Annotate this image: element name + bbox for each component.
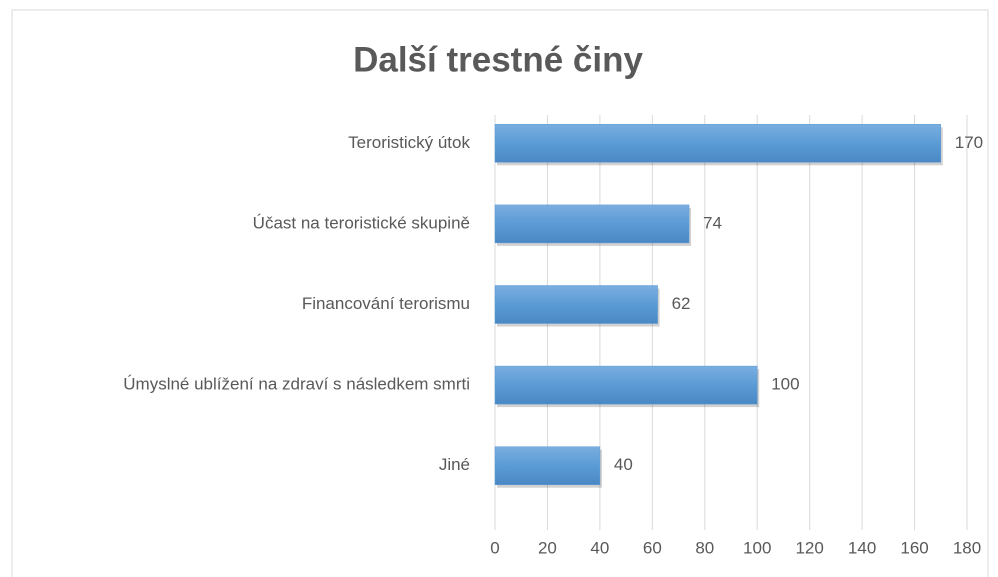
- x-tick-label: 40: [590, 538, 609, 557]
- data-label: 40: [614, 455, 633, 474]
- x-tick-label: 100: [743, 538, 771, 557]
- x-tick-label: 180: [953, 538, 981, 557]
- bar: [494, 204, 690, 244]
- data-label: 62: [672, 294, 691, 313]
- x-tick-label: 60: [643, 538, 662, 557]
- x-tick-label: 140: [848, 538, 876, 557]
- data-label: 100: [771, 375, 799, 394]
- bar: [494, 365, 758, 405]
- y-tick-label: Financování terorismu: [302, 294, 470, 313]
- x-tick-label: 0: [490, 538, 499, 557]
- bar: [494, 446, 601, 485]
- bar: [494, 285, 658, 324]
- y-tick-label: Účast na teroristické skupině: [253, 213, 470, 232]
- chart-title: Další trestné činy: [353, 40, 643, 79]
- y-tick-label: Úmyslné ublížení na zdraví s následkem s…: [123, 375, 470, 394]
- y-tick-label: Jiné: [439, 455, 470, 474]
- x-tick-label: 80: [695, 538, 714, 557]
- x-tick-label: 160: [900, 538, 928, 557]
- data-label: 74: [703, 213, 722, 232]
- data-label: 170: [955, 133, 983, 152]
- x-tick-label: 120: [795, 538, 823, 557]
- bar: [494, 124, 942, 163]
- x-tick-label: 20: [538, 538, 557, 557]
- y-tick-label: Teroristický útok: [348, 133, 470, 152]
